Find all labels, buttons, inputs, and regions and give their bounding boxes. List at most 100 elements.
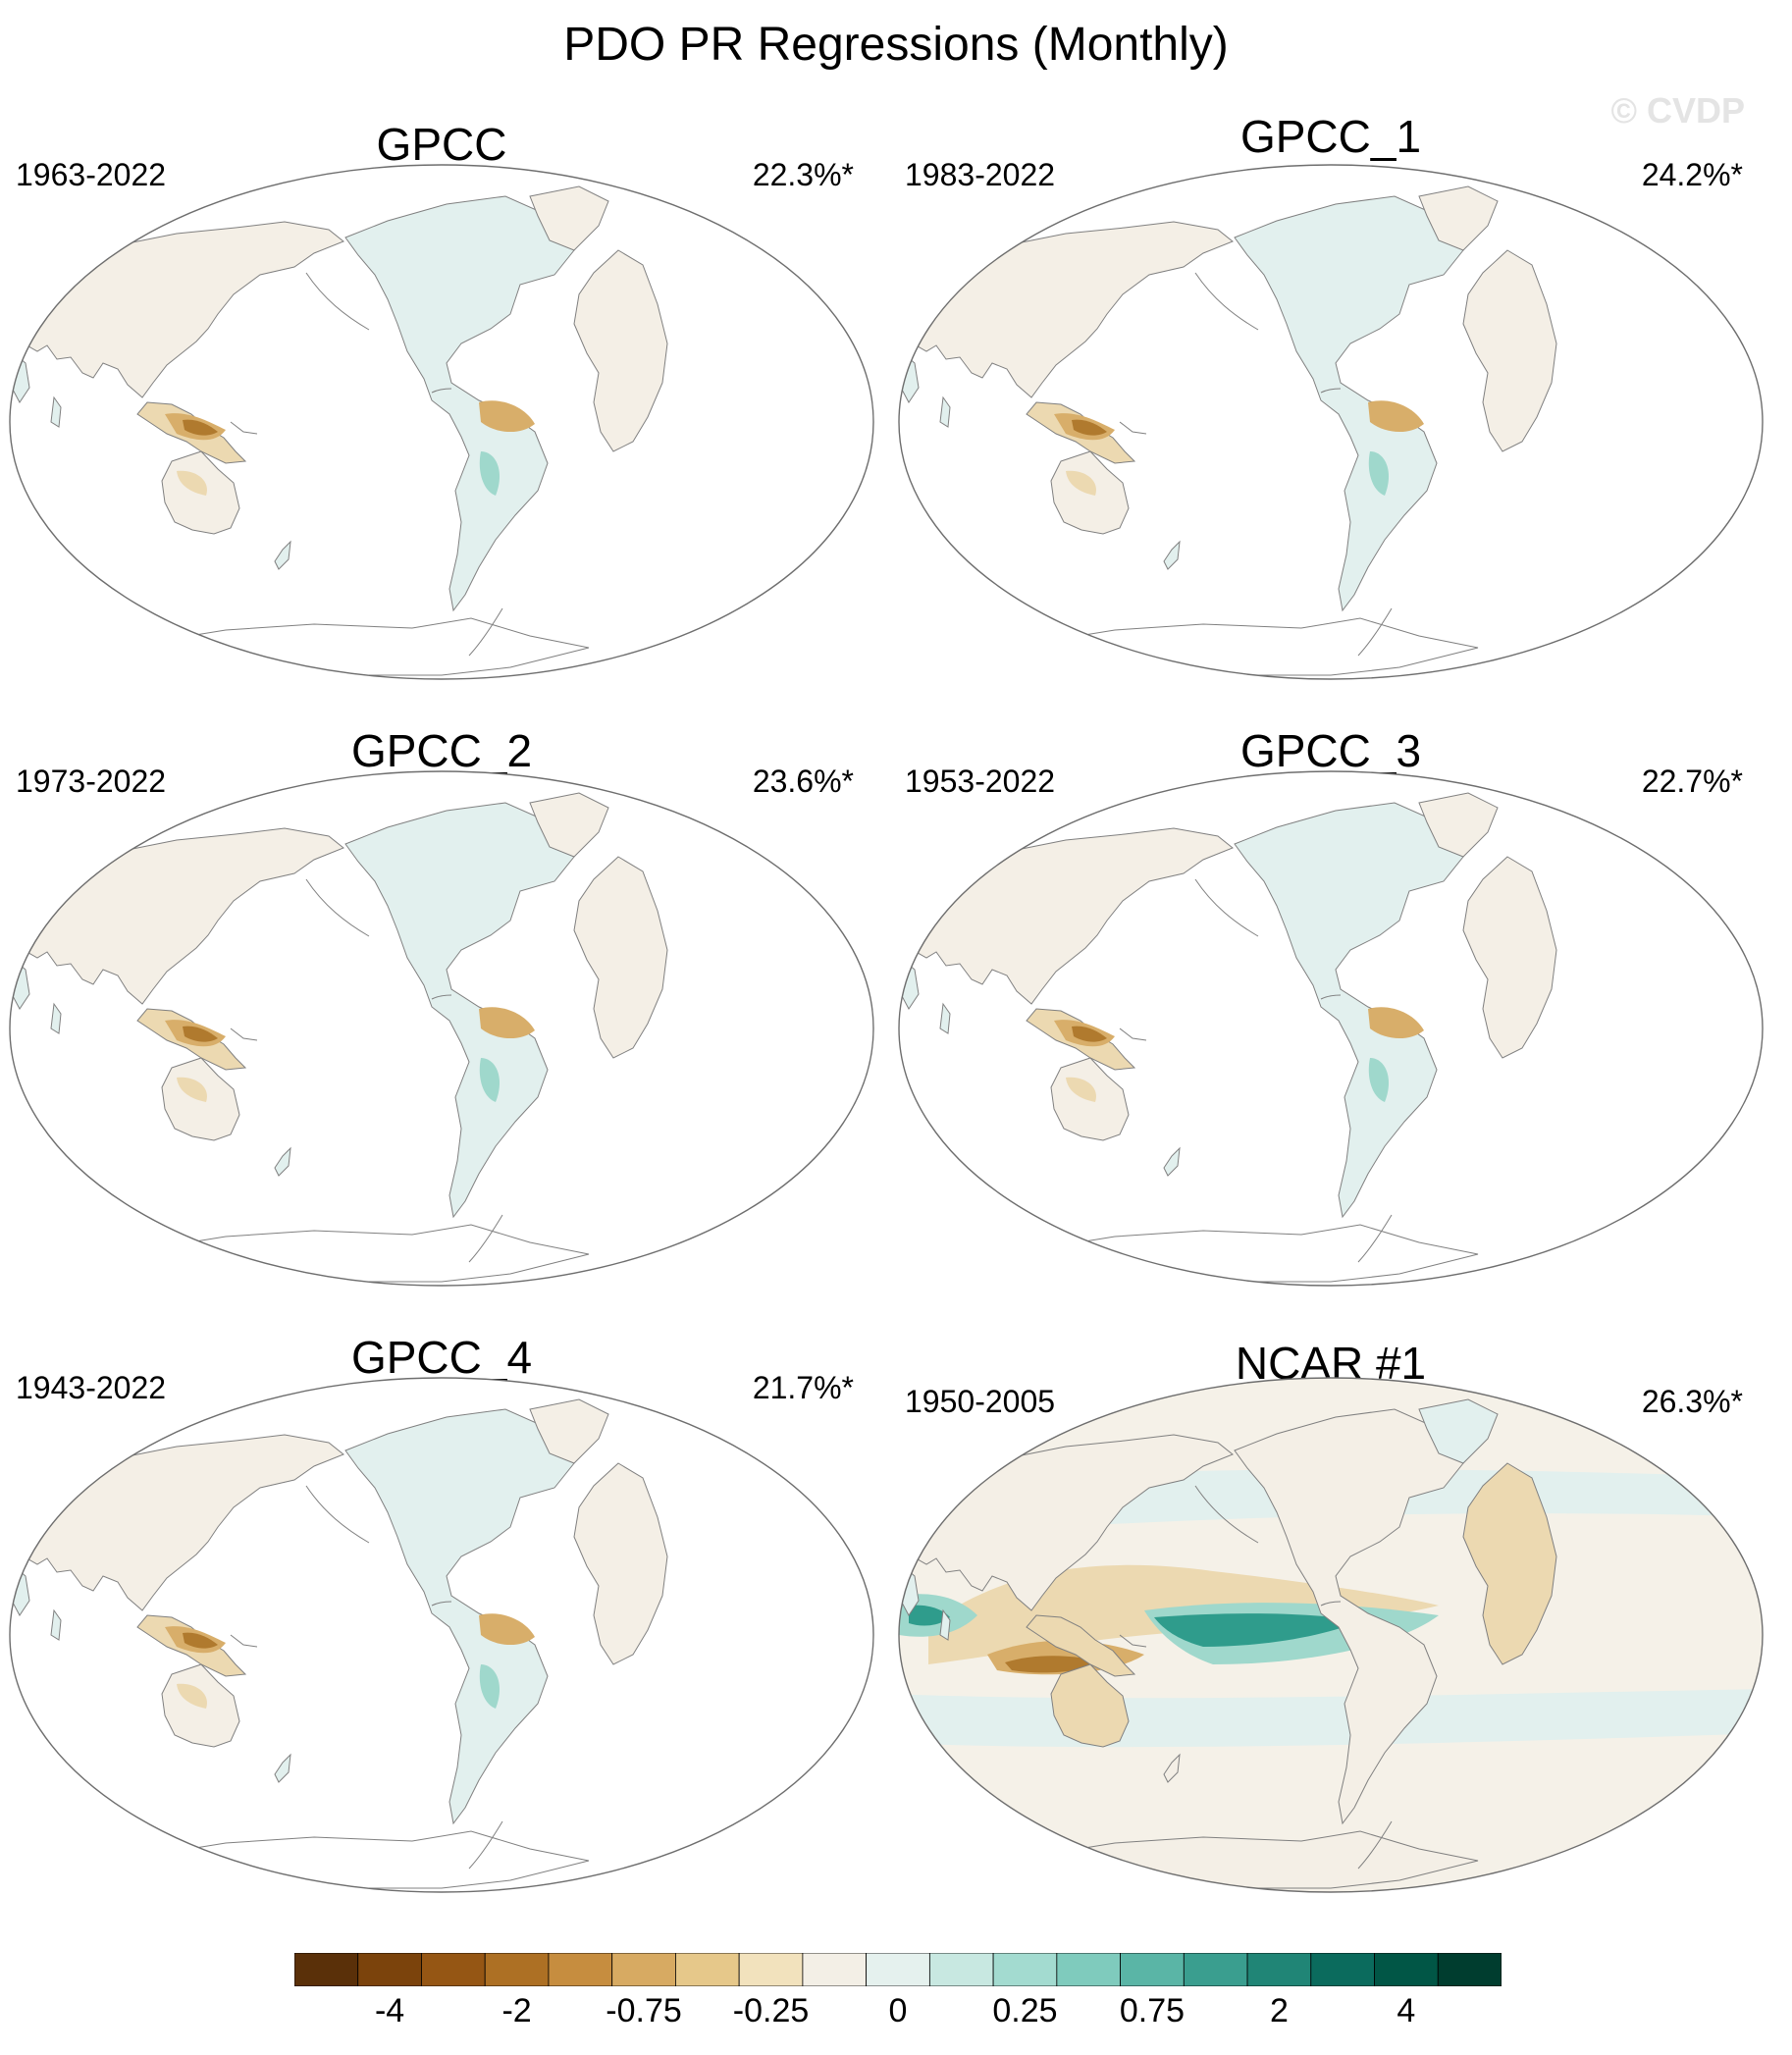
wet-anomaly-region	[479, 451, 501, 496]
map-panel-gpcc-4: GPCC_4 1943-2022 21.7%*	[0, 1331, 883, 1939]
landmass-africa	[573, 249, 668, 452]
colorbar-tick-label: -0.75	[606, 1992, 682, 2029]
wet-anomaly-region	[1368, 1058, 1390, 1102]
panel-percent-variance: 23.6%*	[752, 764, 854, 799]
world-map	[898, 770, 1764, 1287]
coastline	[431, 994, 452, 1000]
coastline	[305, 1485, 370, 1544]
map-panel-gpcc: GPCC 1963-2022 22.3%*	[0, 118, 883, 726]
coastline	[1320, 1601, 1342, 1607]
colorbar-swatch	[1056, 1953, 1121, 1986]
strong-dry-anomaly-region	[183, 419, 218, 436]
colorbar-tick-label: 0.25	[992, 1992, 1058, 2029]
colorbar-swatch	[294, 1953, 359, 1986]
world-map	[9, 1377, 874, 1893]
coastline	[1119, 1028, 1147, 1041]
dry-anomaly-region	[1368, 1007, 1424, 1039]
colorbar-swatch	[802, 1953, 868, 1986]
colorbar-swatch	[866, 1953, 930, 1986]
strong-wet-anomaly-region	[1154, 1613, 1360, 1647]
coastline	[230, 1028, 258, 1041]
coastline	[468, 607, 503, 657]
coastline	[230, 421, 258, 435]
world-map	[898, 164, 1764, 680]
colorbar-swatch	[928, 1953, 994, 1986]
map-panel-gpcc-3: GPCC_3 1953-2022 22.7%*	[889, 724, 1772, 1333]
colorbar-swatch	[611, 1953, 676, 1986]
landmass-greenland	[1418, 792, 1499, 858]
landmass-madagascar	[939, 395, 951, 428]
landmass-madagascar	[939, 1002, 951, 1034]
coastline	[1194, 272, 1259, 331]
landmass-new-zealand	[274, 540, 291, 570]
panel-percent-variance: 22.3%*	[752, 157, 854, 192]
landmass-americas	[344, 802, 575, 1219]
colorbar-tick-label: -0.25	[732, 1992, 810, 2029]
landmass-new-zealand	[1163, 1753, 1181, 1783]
coastline	[1320, 388, 1342, 394]
panel-years: 1950-2005	[905, 1384, 1056, 1419]
landmass-americas	[1234, 195, 1464, 612]
landmass-new-zealand	[1163, 1146, 1181, 1177]
wet-anomaly-region	[1368, 451, 1390, 496]
landmass-madagascar	[50, 1002, 62, 1034]
dry-light-region	[177, 1077, 207, 1102]
colorbar-tick-label: -4	[374, 1992, 405, 2029]
colorbar-swatch	[1120, 1953, 1185, 1986]
dry-anomaly-region	[479, 400, 535, 433]
wet-anomaly-region	[479, 1664, 501, 1709]
colorbar-swatch	[1246, 1953, 1312, 1986]
panel-years: 1943-2022	[16, 1370, 167, 1405]
colorbar-swatch	[738, 1953, 804, 1986]
dry-anomaly-region	[1368, 400, 1424, 433]
dry-light-region	[1066, 470, 1096, 496]
map-outline	[9, 164, 874, 680]
world-map	[9, 770, 874, 1287]
indian-ocean-strong-wet-region	[909, 1605, 950, 1626]
coastline	[1194, 1485, 1259, 1544]
dry-light-region	[177, 1683, 207, 1709]
coastline	[230, 1634, 258, 1648]
colorbar-swatch	[1310, 1953, 1375, 1986]
dry-anomaly-region	[479, 1007, 535, 1039]
colorbar-swatch	[1183, 1953, 1248, 1986]
colorbar-tick-label: -2	[501, 1992, 532, 2029]
coastline	[1119, 1634, 1147, 1648]
landmass-australia	[1050, 1663, 1130, 1748]
colorbar-tick-label: 0	[888, 1992, 908, 2029]
landmass-madagascar	[50, 395, 62, 428]
colorbar-tick-label: 2	[1269, 1992, 1289, 2029]
colorbar-swatch	[675, 1953, 740, 1986]
panel-title: GPCC_3	[1239, 725, 1422, 776]
landmass-greenland	[1418, 185, 1499, 251]
strong-dry-anomaly-region	[183, 1632, 218, 1649]
cvdp-watermark: © CVDP	[1610, 90, 1745, 131]
coastline	[1357, 1820, 1393, 1870]
landmass-se-asia	[1026, 1614, 1136, 1677]
landmass-americas	[1234, 1408, 1464, 1825]
dry-light-region	[1066, 1077, 1096, 1102]
landmass-africa	[1462, 856, 1557, 1059]
colorbar-swatch	[1374, 1953, 1439, 1986]
colorbar-swatch	[548, 1953, 613, 1986]
landmass-greenland	[529, 1398, 609, 1464]
panel-years: 1963-2022	[16, 157, 167, 192]
coastline	[1320, 994, 1342, 1000]
panel-title: GPCC_2	[350, 725, 533, 776]
panel-percent-variance: 24.2%*	[1641, 157, 1743, 192]
panel-percent-variance: 21.7%*	[752, 1370, 854, 1405]
dry-anomaly-region	[479, 1613, 535, 1646]
landmass-new-zealand	[1163, 540, 1181, 570]
panel-years: 1953-2022	[905, 764, 1056, 799]
landmass-africa	[1462, 249, 1557, 452]
colorbar-swatch	[992, 1953, 1058, 1986]
panel-percent-variance: 26.3%*	[1641, 1384, 1743, 1419]
figure-title: PDO PR Regressions (Monthly)	[563, 19, 1229, 71]
colorbar	[294, 1953, 1502, 1986]
dry-light-region	[177, 470, 207, 496]
panel-title: GPCC_1	[1239, 111, 1422, 162]
landmass-new-zealand	[274, 1146, 291, 1177]
coastline	[431, 1601, 452, 1607]
panel-years: 1983-2022	[905, 157, 1056, 192]
landmass-greenland	[1418, 1398, 1499, 1464]
